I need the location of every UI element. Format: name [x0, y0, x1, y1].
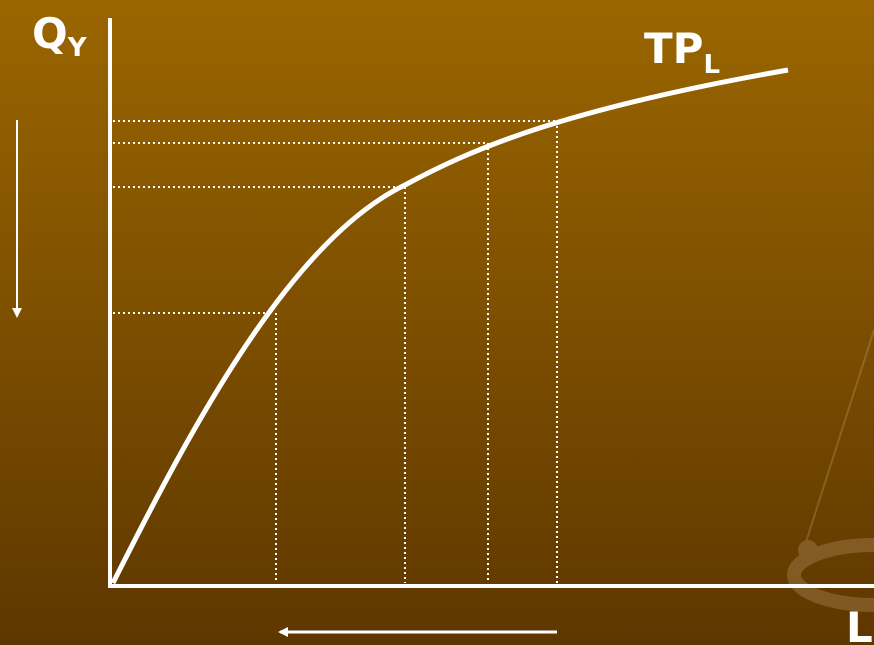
curve-label-main: TP: [644, 24, 703, 73]
y-axis-label-main: Q: [32, 9, 68, 58]
x-axis-label: L: [846, 603, 873, 645]
decoration: [787, 329, 874, 612]
guide-lines: [113, 120, 558, 583]
tp-curve: [110, 67, 789, 585]
y-axis-label: QY: [32, 9, 88, 63]
curve-label-sub: L: [703, 50, 720, 80]
curve-label: TPL: [644, 24, 720, 80]
y-axis-label-sub: Y: [67, 33, 88, 63]
